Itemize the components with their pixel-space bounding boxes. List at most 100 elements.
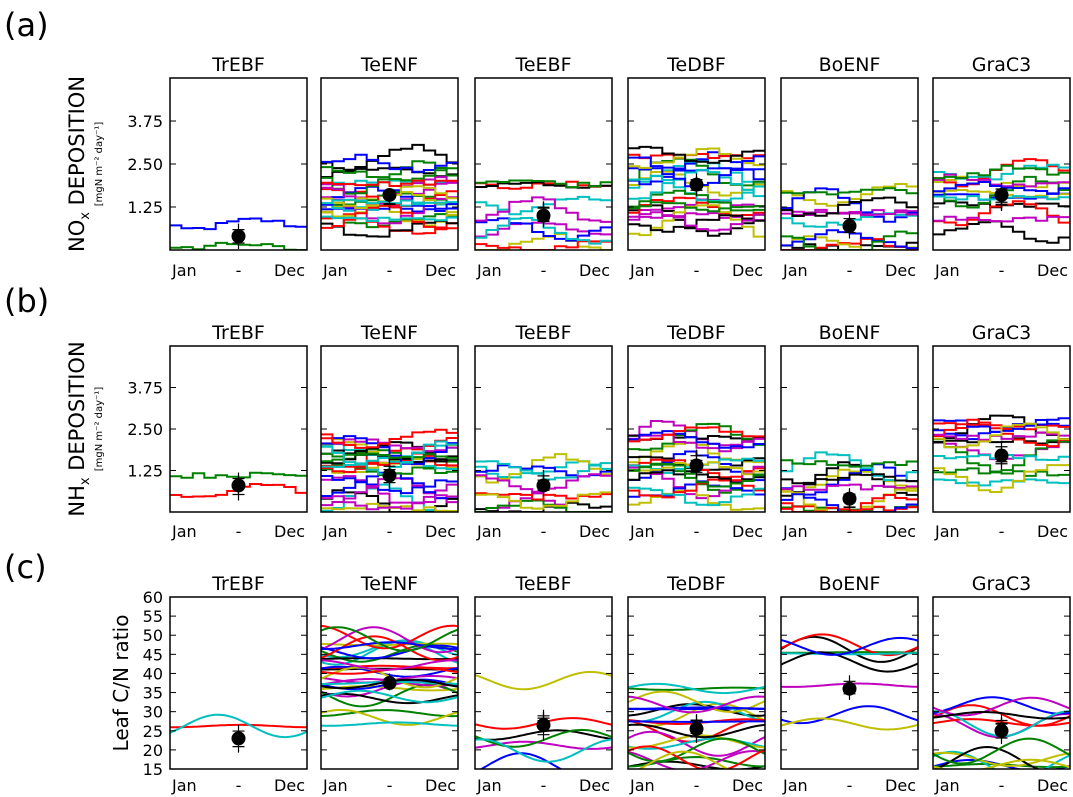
series-group (781, 183, 918, 250)
x-tick-label: - (847, 522, 853, 541)
x-tick-label: Dec (1037, 522, 1068, 541)
series-line (479, 752, 563, 769)
series-line (475, 492, 612, 512)
panel-trebf: TrEBF Jan - Dec (169, 573, 308, 795)
panel-teenf: TeENF Jan - Dec (320, 322, 459, 541)
series-line (781, 230, 918, 250)
series-line (321, 153, 458, 173)
panel-grac3: GraC3 Jan - Dec (932, 322, 1071, 541)
x-tick-label: - (236, 776, 242, 795)
x-tick-label: - (847, 776, 853, 795)
series-line (475, 738, 612, 763)
series-line (628, 737, 765, 763)
panel-boenf: BoENF Jan - Dec (780, 573, 919, 795)
series-line (933, 737, 1070, 765)
series-line (628, 706, 765, 710)
y-tick-label: 40 (143, 664, 163, 683)
panel-title: TeDBF (666, 573, 726, 595)
series-line (321, 641, 458, 650)
series-line (475, 217, 612, 242)
y-tick-label: 30 (143, 703, 163, 722)
y-tick-label: 55 (143, 607, 163, 626)
x-tick-label: Jan (782, 522, 808, 541)
row-label: (c) (4, 548, 47, 586)
series-line (321, 475, 458, 495)
x-tick-label: - (541, 261, 547, 280)
series-line (933, 696, 1070, 715)
series-line (933, 478, 1070, 487)
y-axis-units: [mgN m⁻² day⁻¹] (94, 122, 105, 207)
x-tick-label: Dec (425, 261, 456, 280)
x-tick-label: Jan (782, 261, 808, 280)
panel-frame (169, 596, 308, 770)
x-tick-label: Dec (579, 776, 610, 795)
series-line (628, 214, 765, 233)
series-line (628, 145, 765, 164)
x-tick-label: Dec (732, 776, 763, 795)
series-line (933, 758, 1070, 769)
y-axis-units: [mgN m⁻² day⁻¹] (94, 387, 105, 472)
x-tick-label: - (387, 261, 393, 280)
mean-point (231, 478, 246, 493)
series-line (781, 459, 918, 468)
series-line (170, 217, 307, 231)
x-tick-label: - (999, 261, 1005, 280)
mean-point (842, 491, 857, 506)
series-line (636, 750, 730, 769)
panel-title: TeDBF (666, 322, 726, 344)
y-tick-label: 1.25 (127, 462, 163, 481)
series-line (933, 422, 1070, 449)
x-tick-label: Jan (476, 776, 502, 795)
mean-point (231, 229, 246, 244)
series-line (781, 705, 918, 725)
x-tick-label: - (541, 776, 547, 795)
series-line (933, 711, 1070, 720)
series-group (781, 633, 918, 731)
series-line (781, 473, 918, 485)
series-line (321, 452, 458, 459)
series-group (321, 624, 458, 727)
x-tick-label: Dec (1037, 261, 1068, 280)
series-line (321, 179, 458, 187)
series-line (321, 689, 458, 704)
x-tick-label: Dec (1037, 776, 1068, 795)
series-line (781, 494, 918, 512)
series-line (321, 166, 458, 182)
series-line (321, 143, 458, 171)
series-line (321, 219, 458, 238)
panel-title: BoENF (819, 573, 881, 595)
x-tick-label: Dec (885, 776, 916, 795)
series-line (628, 201, 765, 213)
series-line (628, 745, 765, 769)
series-line (781, 187, 918, 196)
series-line (781, 636, 918, 656)
x-tick-label: Dec (885, 261, 916, 280)
series-line (628, 211, 765, 232)
series-group (321, 428, 458, 512)
x-tick-label: Jan (934, 522, 960, 541)
series-line (628, 489, 765, 511)
mean-point (382, 676, 397, 690)
x-tick-label: - (236, 261, 242, 280)
panel-tedbf: TeDBF Jan - Dec (627, 322, 766, 541)
series-line (475, 491, 612, 510)
mean-point (231, 731, 246, 746)
series-group (321, 143, 458, 238)
series-line (933, 750, 1070, 769)
series-group (628, 682, 765, 769)
x-tick-label: Jan (171, 261, 197, 280)
series-line (628, 755, 765, 768)
mean-point (689, 721, 704, 736)
series-line (475, 196, 612, 223)
panel-title: TeENF (360, 322, 418, 344)
y-tick-label: 2.50 (127, 420, 163, 439)
panel-title: GraC3 (972, 573, 1032, 595)
panel-title: TeEBF (514, 322, 571, 344)
y-tick-label: 25 (143, 722, 163, 741)
series-line (321, 644, 458, 660)
panel-frame (474, 596, 613, 770)
series-line (321, 626, 458, 654)
x-tick-label: Jan (934, 776, 960, 795)
panel-title: TrEBF (211, 322, 265, 344)
mean-point (382, 187, 397, 202)
